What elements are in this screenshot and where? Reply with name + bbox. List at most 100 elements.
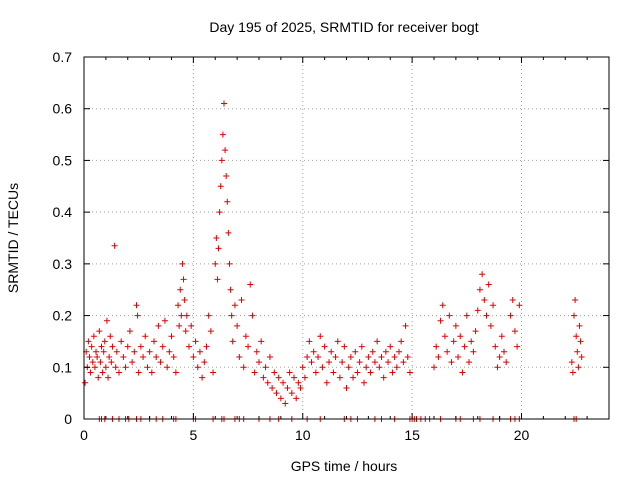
data-point <box>170 353 177 360</box>
data-point <box>151 338 157 345</box>
x-tick-label: 15 <box>404 427 420 443</box>
chart-title: Day 195 of 2025, SRMTID for receiver bog… <box>209 19 478 35</box>
x-tick-label: 0 <box>80 427 88 443</box>
data-point <box>575 364 582 371</box>
data-point <box>498 333 505 340</box>
data-point <box>273 390 280 397</box>
data-point <box>229 338 236 345</box>
y-tick-label: 0 <box>64 411 72 427</box>
data-point <box>166 348 173 355</box>
data-point <box>341 343 348 350</box>
data-point <box>317 333 324 340</box>
data-point <box>82 379 89 386</box>
data-point <box>101 338 108 345</box>
data-point <box>134 312 141 319</box>
data-point <box>280 379 287 386</box>
data-point <box>310 348 317 355</box>
data-point <box>277 395 284 402</box>
data-point <box>112 364 119 371</box>
data-point <box>196 348 203 355</box>
data-point <box>85 338 92 345</box>
data-point <box>216 209 223 216</box>
data-point <box>400 359 407 366</box>
data-point <box>494 364 501 371</box>
data-point <box>574 348 581 355</box>
data-point <box>282 400 289 407</box>
data-point <box>116 369 122 376</box>
data-point <box>457 333 464 340</box>
data-point <box>157 359 164 366</box>
data-point <box>334 338 341 345</box>
data-point <box>129 359 136 366</box>
data-point <box>468 338 475 345</box>
data-point <box>347 353 354 360</box>
data-point <box>577 338 584 345</box>
data-point <box>315 353 322 360</box>
data-point <box>446 312 453 319</box>
data-point <box>95 374 102 381</box>
data-point <box>503 359 510 366</box>
data-point <box>490 302 497 309</box>
data-point <box>247 281 254 288</box>
data-point <box>146 348 153 355</box>
y-tick-label: 0.3 <box>53 256 73 272</box>
data-point <box>251 369 258 376</box>
data-point <box>135 369 142 376</box>
data-point <box>264 379 271 386</box>
data-point <box>576 322 583 329</box>
data-point <box>126 328 133 335</box>
data-point <box>569 369 576 376</box>
data-point <box>97 359 104 366</box>
data-point <box>118 338 125 345</box>
data-point <box>221 100 227 107</box>
data-point <box>87 369 94 376</box>
data-point <box>218 157 225 164</box>
data-point <box>249 312 256 319</box>
data-point <box>369 348 376 355</box>
data-point <box>168 333 175 340</box>
data-point <box>328 348 335 355</box>
y-tick-label: 0.7 <box>53 49 73 65</box>
data-point <box>164 364 171 371</box>
data-point <box>137 343 144 350</box>
x-tick-label: 10 <box>295 427 311 443</box>
data-point <box>501 348 507 355</box>
data-point <box>365 353 372 360</box>
data-point <box>363 364 370 371</box>
data-point <box>179 260 186 267</box>
x-axis-ticks: 0 5 10 15 20 <box>80 57 588 443</box>
data-point <box>433 343 440 350</box>
data-point <box>144 364 151 371</box>
data-point <box>371 359 378 366</box>
data-point <box>507 312 514 319</box>
data-point <box>444 348 451 355</box>
data-point <box>288 390 295 397</box>
data-point <box>441 333 448 340</box>
data-point <box>245 343 252 350</box>
data-point <box>321 343 328 350</box>
data-point <box>133 302 140 309</box>
data-point <box>435 353 442 360</box>
data-point <box>578 353 585 360</box>
data-point <box>398 338 405 345</box>
data-point <box>291 374 297 381</box>
y-tick-label: 0.2 <box>53 308 73 324</box>
data-point <box>496 353 503 360</box>
data-point <box>234 322 241 329</box>
y-axis-ticks: 0 0.1 0.2 0.3 0.4 0.5 0.6 0.7 <box>53 49 609 427</box>
data-point <box>122 364 129 371</box>
data-point <box>452 322 459 329</box>
data-point <box>326 359 332 366</box>
data-point <box>210 369 217 376</box>
data-point <box>474 307 481 314</box>
data-point <box>356 359 363 366</box>
data-point <box>476 286 483 293</box>
data-point <box>194 364 201 371</box>
data-point <box>319 364 326 371</box>
data-point <box>199 374 206 381</box>
data-point <box>389 369 396 376</box>
data-point <box>102 364 109 371</box>
y-tick-label: 0.1 <box>53 359 73 375</box>
data-point <box>295 379 302 386</box>
data-point <box>153 353 160 360</box>
